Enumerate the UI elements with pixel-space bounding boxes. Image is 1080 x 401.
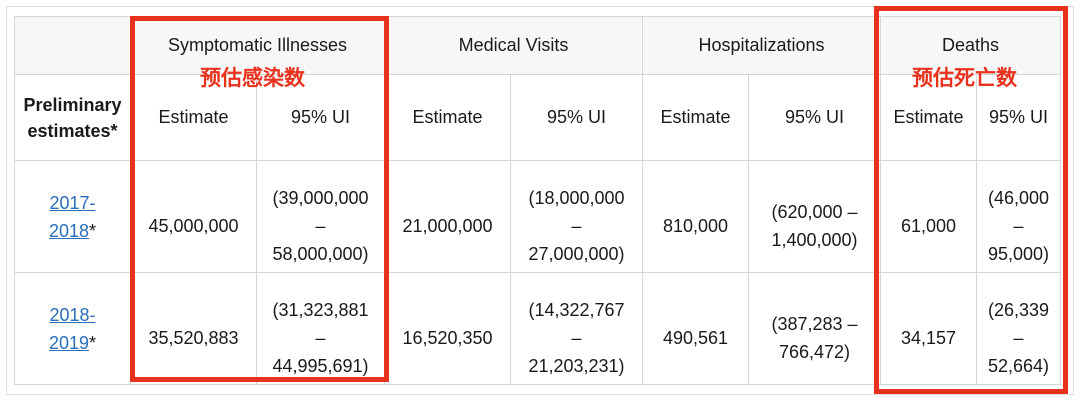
visits-estimate-cell: 21,000,000	[384, 160, 511, 273]
season-link-2018-2019[interactable]: 2018- 2019	[48, 304, 96, 353]
illness-annotation-label: 预估感染数	[200, 66, 305, 90]
illness-ui-cell: (39,000,000–58,000,000)	[256, 160, 385, 273]
preliminary-estimates-label: Preliminary estimates*	[14, 74, 131, 161]
sub-header-ui: 95% UI	[976, 74, 1061, 161]
season-cell: 2018- 2019*	[14, 272, 131, 385]
group-header-deaths: Deaths	[880, 16, 1061, 75]
table-row: 2018- 2019* 35,520,883 (31,323,881–44,995…	[14, 272, 1061, 385]
footnote-asterisk: *	[89, 332, 97, 353]
sub-header-ui: 95% UI	[510, 74, 643, 161]
group-header-medical-visits: Medical Visits	[384, 16, 643, 75]
table-row: 2017- 2018* 45,000,000 (39,000,000–58,000…	[14, 160, 1061, 273]
visits-ui-cell: (14,322,767–21,203,231)	[510, 272, 643, 385]
season-link-2017-2018[interactable]: 2017- 2018	[48, 192, 96, 241]
hospitalizations-ui-cell: (387,283 –766,472)	[748, 272, 881, 385]
deaths-annotation-label: 预估死亡数	[912, 66, 1017, 90]
deaths-ui-cell: (26,339–52,664)	[976, 272, 1061, 385]
visits-estimate-cell: 16,520,350	[384, 272, 511, 385]
deaths-ui-cell: (46,000–95,000)	[976, 160, 1061, 273]
deaths-estimate-cell: 61,000	[880, 160, 977, 273]
sub-header-estimate: Estimate	[880, 74, 977, 161]
sub-header-estimate: Estimate	[384, 74, 511, 161]
group-header-row: Symptomatic Illnesses Medical Visits Hos…	[14, 16, 1061, 75]
sub-header-ui: 95% UI	[748, 74, 881, 161]
hospitalizations-estimate-cell: 810,000	[642, 160, 749, 273]
illness-estimate-cell: 45,000,000	[130, 160, 257, 273]
group-header-symptomatic-illnesses: Symptomatic Illnesses	[130, 16, 385, 75]
flu-burden-table: Symptomatic Illnesses Medical Visits Hos…	[14, 16, 1061, 385]
hospitalizations-estimate-cell: 490,561	[642, 272, 749, 385]
deaths-estimate-cell: 34,157	[880, 272, 977, 385]
illness-ui-cell: (31,323,881–44,995,691)	[256, 272, 385, 385]
season-cell: 2017- 2018*	[14, 160, 131, 273]
visits-ui-cell: (18,000,000–27,000,000)	[510, 160, 643, 273]
corner-blank-cell	[14, 16, 131, 75]
sub-header-estimate: Estimate	[642, 74, 749, 161]
illness-estimate-cell: 35,520,883	[130, 272, 257, 385]
footnote-asterisk: *	[89, 220, 97, 241]
group-header-hospitalizations: Hospitalizations	[642, 16, 881, 75]
sub-header-row: Preliminary estimates* Estimate 95% UI E…	[14, 74, 1061, 161]
hospitalizations-ui-cell: (620,000 –1,400,000)	[748, 160, 881, 273]
